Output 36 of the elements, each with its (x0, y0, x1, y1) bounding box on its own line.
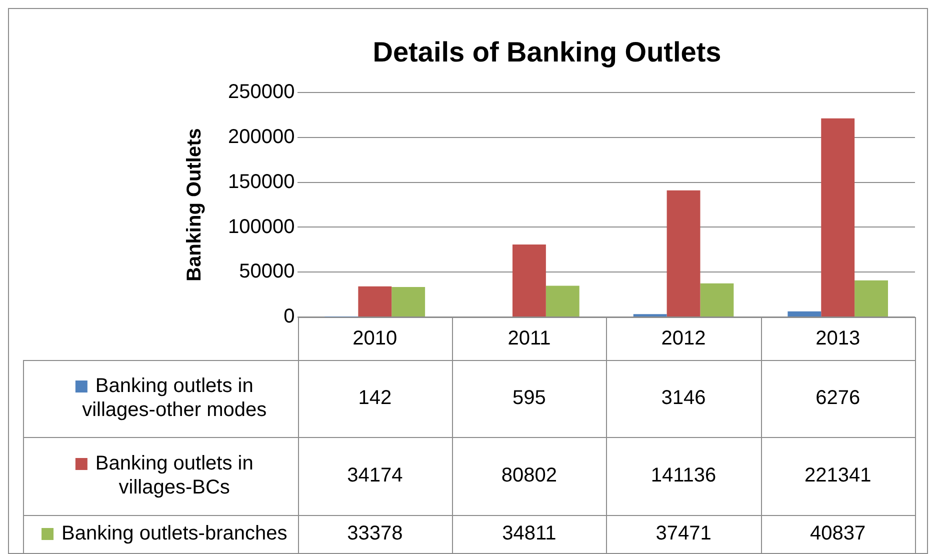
data-label: 37471 (656, 522, 712, 545)
bar (788, 311, 822, 316)
bar (854, 280, 888, 316)
bar (700, 283, 734, 316)
bar (358, 286, 392, 316)
bar (512, 244, 546, 316)
bar (666, 190, 700, 316)
chart-title: Details of Banking Outlets (372, 36, 722, 68)
y-tick-label: 0 (284, 306, 295, 328)
data-label: 34811 (502, 522, 556, 545)
data-label: 34174 (347, 464, 403, 487)
bar (546, 286, 580, 316)
legend-label: Banking outlets in villages-BCs (95, 452, 254, 499)
legend-label: Banking outlets in villages-other modes (82, 375, 267, 422)
data-label: 595 (512, 387, 546, 410)
bar (392, 287, 426, 316)
y-tick-label: 50000 (239, 260, 295, 283)
data-label: 142 (358, 387, 392, 410)
legend-label: Banking outlets-branches (62, 522, 288, 545)
y-tick-label: 150000 (228, 170, 295, 193)
data-label: 3146 (661, 387, 706, 410)
bar (821, 118, 855, 316)
y-tick-label: 200000 (228, 126, 295, 148)
data-label: 221341 (804, 464, 872, 487)
data-label: 6276 (816, 387, 860, 410)
x-tick-label: 2011 (508, 328, 551, 350)
data-label: 80802 (501, 464, 558, 487)
y-axis-title: Banking Outlets (184, 128, 206, 282)
data-label: 141136 (650, 464, 716, 487)
x-tick-label: 2012 (661, 328, 706, 350)
x-tick-label: 2010 (352, 328, 398, 350)
y-tick-label: 100000 (228, 216, 295, 238)
data-label: 40837 (810, 522, 866, 545)
data-label: 33378 (347, 522, 403, 545)
y-tick-label: 250000 (228, 81, 295, 104)
x-tick-label: 2013 (816, 328, 860, 350)
